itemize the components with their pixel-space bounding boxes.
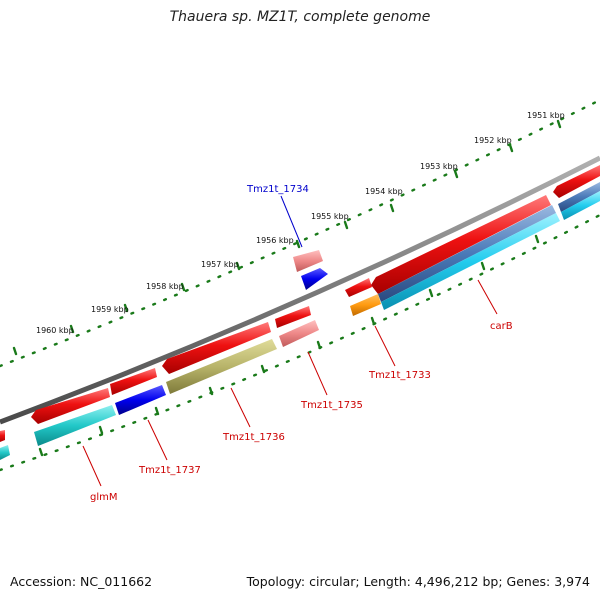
gene-feature[interactable] — [31, 388, 110, 424]
inner-ruler-dots — [0, 213, 600, 472]
gene-feature[interactable] — [371, 195, 551, 294]
kbp-labels: 1951 kbp 1952 kbp 1953 kbp 1954 kbp 1955… — [36, 111, 565, 335]
accession-text: Accession: NC_011662 — [10, 574, 153, 589]
gene-feature[interactable] — [166, 339, 277, 394]
gene-feature[interactable] — [0, 445, 10, 460]
gene-feature[interactable] — [162, 322, 271, 374]
gene-label-tmz1t-1733[interactable]: Tmz1t_1733 — [368, 370, 431, 381]
gene-label-carb[interactable]: carB — [490, 321, 513, 332]
map-title: Thauera sp. MZ1T, complete genome — [169, 9, 431, 25]
kbp-label-1956: 1956 kbp — [256, 236, 294, 245]
gene-feature[interactable] — [561, 191, 600, 220]
gene-feature[interactable] — [115, 385, 166, 415]
gene-feature[interactable] — [301, 268, 328, 290]
major-tick — [12, 119, 562, 356]
kbp-label-1953: 1953 kbp — [420, 162, 458, 171]
gene-label-tmz1t-1734[interactable]: Tmz1t_1734 — [246, 184, 309, 195]
kbp-label-1952: 1952 kbp — [474, 136, 512, 145]
kbp-label-1951: 1951 kbp — [527, 111, 565, 120]
gene-feature[interactable] — [293, 250, 323, 272]
gene-feature[interactable] — [345, 278, 372, 297]
gene-label-tmz1t-1735[interactable]: Tmz1t_1735 — [300, 400, 363, 411]
kbp-label-1955: 1955 kbp — [311, 212, 349, 221]
gene-feature[interactable] — [553, 165, 600, 198]
gene-feature[interactable] — [110, 368, 157, 395]
kbp-label-1960: 1960 kbp — [36, 326, 74, 335]
gene-labels: Tmz1t_1734 carB Tmz1t_1733 Tmz1t_1735 Tm… — [90, 184, 513, 503]
inner-ruler — [0, 213, 600, 472]
kbp-label-1959: 1959 kbp — [91, 305, 129, 314]
genome-backbone — [0, 155, 600, 425]
genome-summary-text: Topology: circular; Length: 4,496,212 bp… — [246, 574, 590, 589]
reverse-strand-features — [0, 182, 600, 460]
gene-label-tmz1t-1737[interactable]: Tmz1t_1737 — [138, 465, 201, 476]
gene-feature[interactable] — [381, 213, 560, 310]
kbp-label-1958: 1958 kbp — [146, 282, 184, 291]
minor-tick — [38, 234, 540, 457]
gene-feature[interactable] — [0, 430, 5, 442]
outer-ruler — [0, 98, 600, 368]
gene-feature[interactable] — [378, 205, 556, 302]
gene-feature[interactable] — [279, 320, 319, 347]
gene-feature[interactable] — [350, 294, 381, 316]
gene-feature[interactable] — [275, 306, 311, 328]
gene-feature[interactable] — [34, 405, 116, 446]
label-leaders — [82, 195, 498, 487]
gene-label-tmz1t-1736[interactable]: Tmz1t_1736 — [222, 432, 285, 443]
gene-label-glmm[interactable]: glmM — [90, 492, 118, 503]
kbp-label-1954: 1954 kbp — [365, 187, 403, 196]
kbp-label-1957: 1957 kbp — [201, 260, 239, 269]
gene-feature[interactable] — [558, 182, 600, 212]
forward-strand-features — [0, 165, 600, 442]
